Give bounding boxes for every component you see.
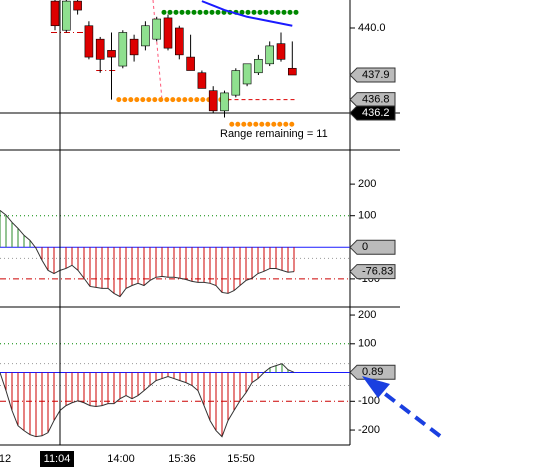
candle-body <box>186 56 195 71</box>
value-tag-label: 0 <box>362 241 368 253</box>
y-tick-label: 100 <box>358 338 376 350</box>
time-label: 12 <box>0 453 11 465</box>
y-tick-label: 100 <box>358 210 376 222</box>
candle-body <box>208 90 218 112</box>
value-tag <box>349 264 396 280</box>
candle-body <box>242 63 252 85</box>
y-tick-label: 440.0 <box>358 22 386 34</box>
oscillator-line <box>0 363 295 438</box>
value-tag-label: 436.8 <box>362 94 390 106</box>
time-label: 15:50 <box>227 453 255 465</box>
value-tag-label: 437.9 <box>362 69 390 81</box>
oscillator-line <box>0 209 295 298</box>
candle-body <box>265 45 275 65</box>
time-label: 11:04 <box>44 453 71 465</box>
value-tag <box>349 92 396 108</box>
pink-trend-line <box>152 0 163 101</box>
candle-body <box>84 25 94 58</box>
candle-body <box>50 0 60 27</box>
candle-body <box>152 18 161 40</box>
candle-body <box>231 70 241 96</box>
candle-body <box>197 72 207 89</box>
candle-body <box>61 0 71 31</box>
value-tag <box>349 364 396 380</box>
annotation: Range remaining = 11 <box>220 128 328 140</box>
candle-body <box>287 67 297 76</box>
value-tag-label: 436.2 <box>362 107 390 119</box>
time-label: 14:00 <box>107 453 135 465</box>
candle-body <box>95 38 105 60</box>
candle-body <box>118 32 128 67</box>
value-tag <box>349 67 396 83</box>
candle-body <box>254 59 263 74</box>
value-tag <box>349 239 396 255</box>
candle-body <box>129 38 139 56</box>
arrow-shaft <box>378 388 442 438</box>
arrow-head <box>362 376 390 398</box>
candle-body <box>175 27 184 56</box>
value-tag <box>349 105 396 121</box>
candle-body <box>163 17 173 49</box>
moving-average <box>201 0 293 27</box>
candle-body <box>276 43 286 60</box>
time-label: 15:36 <box>168 453 196 465</box>
y-tick-label: -200 <box>358 424 380 436</box>
candle-body <box>220 92 229 112</box>
candle-body <box>141 25 150 47</box>
y-tick-label: -100 <box>358 395 380 407</box>
value-tag-label: 0.89 <box>362 366 383 378</box>
y-tick-label: 200 <box>358 309 376 321</box>
annotation-arrow <box>362 376 442 438</box>
y-tick-label: 200 <box>358 178 376 190</box>
candle-body <box>107 50 116 58</box>
value-tag-label: -76.83 <box>362 265 393 277</box>
candle-body <box>73 0 82 11</box>
selected-time-box <box>40 451 74 467</box>
